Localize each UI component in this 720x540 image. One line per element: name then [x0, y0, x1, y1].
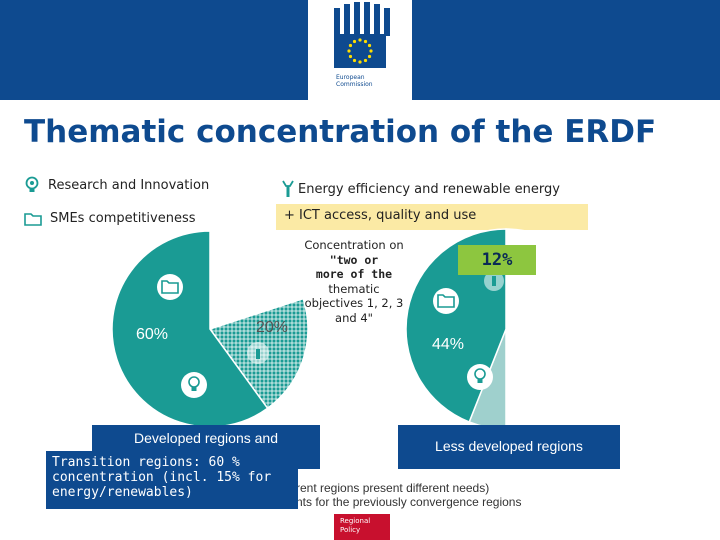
- european-commission-logo: European Commission: [308, 0, 412, 100]
- concentration-note-line: thematic: [328, 281, 380, 296]
- logo-building-stripe: [384, 8, 390, 36]
- pie-label-44: 44%: [432, 336, 464, 353]
- concentration-note-line: objectives 1, 2, 3: [304, 296, 404, 310]
- logo-building-stripe: [334, 8, 340, 36]
- pie-label-60: 60%: [136, 326, 168, 343]
- folder-icon: [433, 288, 459, 314]
- legend-smes-label: SMEs competitiveness: [50, 211, 196, 226]
- regional-tab-line: Regional: [340, 517, 371, 525]
- legend-research: Research and Innovation: [24, 176, 209, 194]
- region-label-less-developed: Less developed regions: [398, 425, 620, 469]
- transition-line: energy/renewables): [52, 485, 193, 500]
- eu-star: [348, 43, 353, 48]
- logo-text: European Commission: [336, 74, 373, 88]
- lightbulb-icon: [181, 372, 207, 398]
- concentration-note-line: Concentration on: [304, 238, 404, 252]
- region-less-developed-text: Less developed regions: [435, 438, 583, 454]
- ict-label: + ICT access, quality and use: [284, 208, 477, 223]
- legend-energy: Energy efficiency and renewable energy: [282, 180, 560, 198]
- pie-chart-less-developed: 44%: [405, 228, 607, 430]
- legend-research-label: Research and Innovation: [48, 177, 210, 193]
- eu-star: [358, 60, 362, 64]
- energy-plug-icon: [247, 342, 269, 364]
- pie-label-20: 20%: [256, 319, 288, 336]
- eu-star: [363, 58, 368, 63]
- legend-smes: SMEs competitiveness: [24, 211, 196, 226]
- region-developed-text: Developed regions and: [134, 430, 278, 446]
- regional-tab-line: Policy: [340, 526, 361, 534]
- eu-star: [367, 43, 372, 48]
- lightbulb-icon: [467, 364, 493, 390]
- pie-slice: [209, 230, 305, 331]
- folder-icon: [24, 212, 42, 226]
- eu-flag-icon: [334, 34, 386, 68]
- concentration-note-line: more of the: [315, 267, 393, 281]
- transition-line: Transition regions: 60 %: [52, 455, 240, 470]
- pie-slice: [505, 228, 607, 430]
- footnote-line-2: nts for the previously convergence regio…: [296, 495, 522, 509]
- eu-star: [367, 54, 372, 59]
- transition-regions-box: Transition regions: 60 % concentration (…: [46, 451, 298, 509]
- folder-icon: [157, 274, 183, 300]
- logo-building-stripe: [354, 2, 360, 36]
- energy-plug-icon: [282, 180, 294, 197]
- energy-plug-icon: [484, 271, 504, 291]
- logo-building-stripe: [374, 4, 380, 36]
- eu-star: [352, 39, 357, 44]
- transition-line: concentration (incl. 15% for: [52, 470, 272, 485]
- footnote-line-1: rent regions present different needs): [296, 481, 490, 495]
- concentration-note-line: "two or: [329, 252, 379, 267]
- concentration-note-line: and 4": [335, 310, 373, 325]
- ict-highlight-box: + ICT access, quality and use: [276, 204, 588, 230]
- eu-star: [348, 54, 353, 59]
- lightbulb-icon: [25, 176, 39, 192]
- eu-star: [363, 39, 368, 44]
- eu-star: [358, 38, 362, 42]
- concentration-note: Concentration on "two or more of the the…: [296, 238, 412, 325]
- eu-star: [369, 49, 373, 53]
- legend-energy-label: Energy efficiency and renewable energy: [298, 181, 560, 197]
- pie-chart-developed: 60% 20%: [111, 230, 309, 428]
- eu-star: [352, 58, 357, 63]
- logo-building-stripe: [344, 4, 350, 36]
- page-title: Thematic concentration of the ERDF: [24, 114, 657, 150]
- regional-policy-tab: Regional Policy: [334, 514, 390, 540]
- logo-building-stripe: [364, 2, 370, 36]
- percent-badge-12: 12%: [458, 245, 536, 275]
- eu-star: [347, 49, 351, 53]
